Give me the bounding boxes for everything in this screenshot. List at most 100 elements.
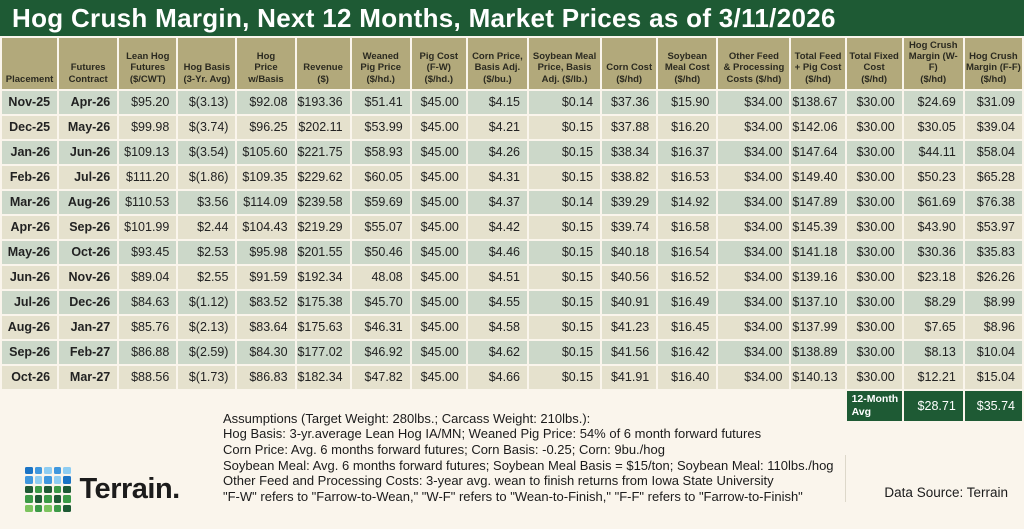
table-cell: $137.99 [791,315,845,339]
table-body: Nov-25 Apr-26 $95.20 $(3.13) $92.08 $193.36 $5… [2,90,1022,421]
table-cell: $16.20 [658,115,717,139]
table-cell: $99.98 [119,115,177,139]
table-row: Dec-25 May-26 $99.98 $(3.74) $96.25 $202.11 $5… [2,115,1022,139]
table-cell: $34.00 [718,315,790,339]
table-cell: Jun-26 [59,140,118,164]
table-cell: $(3.74) [178,115,236,139]
table-cell: $0.15 [528,115,601,139]
table-row: May-26 Oct-26 $93.45 $2.53 $95.98 $201.55 $50.… [2,240,1022,264]
table-cell: $55.07 [351,215,410,239]
table-cell: $(2.59) [178,340,236,364]
header-row: Placement Futures Contract Lean Hog Future… [2,38,1022,89]
table-cell: $201.55 [296,240,350,264]
table-cell: $239.58 [296,190,350,214]
table-cell: $39.04 [964,115,1022,139]
summary-ff-value: $35.74 [964,390,1022,421]
table-cell: $38.82 [602,165,657,189]
logo-square [25,466,33,475]
table-cell: $23.18 [903,265,963,289]
column-header: Corn Price, Basis Adj. ($/bu.) [467,38,527,89]
table-cell: $93.45 [119,240,177,264]
table-cell: $30.00 [846,165,902,189]
table-cell: Dec-25 [2,115,58,139]
table-cell: $105.60 [237,140,295,164]
summary-row: 12-Month Avg $28.71 $35.74 [2,390,1022,421]
logo-square [63,495,71,503]
table-cell: $14.92 [658,190,717,214]
table-cell: $12.21 [903,365,963,389]
logo-square [25,476,33,484]
table-cell: $4.42 [467,215,527,239]
table-cell: $229.62 [296,165,350,189]
table-cell: $91.59 [237,265,295,289]
table-cell: $193.36 [296,90,350,114]
table-cell: $(3.13) [178,90,236,114]
table-cell: $34.00 [718,365,790,389]
brand-name: Terrain. [79,473,181,506]
table-cell: $0.14 [528,190,601,214]
logo-square [44,495,52,503]
logo-square [53,495,61,503]
column-header: Soybean Meal Cost ($/hd) [658,38,717,89]
table-cell: $16.40 [658,365,717,389]
table-cell: $65.28 [964,165,1022,189]
table-cell: $96.25 [237,115,295,139]
column-header: Weaned Pig Price ($/hd.) [351,38,410,89]
table-cell: Jan-27 [59,315,118,339]
table-cell: $0.15 [528,365,601,389]
summary-wf-value: $28.71 [903,390,963,421]
assumption-line: Soybean Meal: Avg. 6 months forward futu… [223,457,834,473]
table-cell: $15.04 [964,365,1022,389]
column-header: Other Feed & Processing Costs ($/hd) [718,38,790,89]
table-cell: $(1.86) [178,165,236,189]
table-cell: Aug-26 [59,190,118,214]
table-cell: $145.39 [791,215,845,239]
table-cell: $175.38 [296,290,350,314]
table-cell: $24.69 [903,90,963,114]
table-cell: $26.26 [964,265,1022,289]
table-cell: $41.56 [602,340,657,364]
table-cell: $34.00 [718,240,790,264]
table-cell: $45.70 [351,290,410,314]
table-cell: $4.31 [467,165,527,189]
table-cell: $92.08 [237,90,295,114]
table-cell: $34.00 [718,140,790,164]
table-cell: $44.11 [903,140,963,164]
table-row: Feb-26 Jul-26 $111.20 $(1.86) $109.35 $229.62… [2,165,1022,189]
table-cell: $40.18 [602,240,657,264]
table-cell: $16.45 [658,315,717,339]
table-cell: $40.91 [602,290,657,314]
table-cell: $4.62 [467,340,527,364]
logo-square [34,485,42,494]
column-header: Revenue ($) [296,38,350,89]
brand: Terrain. [25,466,181,513]
table-cell: $34.00 [718,290,790,314]
table-cell: $114.09 [237,190,295,214]
table-cell: $139.16 [791,265,845,289]
table-cell: $4.66 [467,365,527,389]
table-cell: $0.15 [528,315,601,339]
logo-square [63,485,71,494]
table-cell: Apr-26 [59,90,118,114]
table-cell: $0.15 [528,290,601,314]
table-cell: $30.00 [846,140,902,164]
table-cell: $34.00 [718,115,790,139]
table-cell: $4.37 [467,190,527,214]
table-cell: $111.20 [119,165,177,189]
table-cell: $34.00 [718,190,790,214]
table-cell: $58.93 [351,140,410,164]
table-row: Apr-26 Sep-26 $101.99 $2.44 $104.43 $219.29 $5… [2,215,1022,239]
table-cell: $89.04 [119,265,177,289]
table-cell: $30.00 [846,290,902,314]
summary-label: 12-Month Avg [846,390,902,421]
column-header: Hog Basis (3-Yr. Avg) [178,38,236,89]
logo-square [34,495,42,503]
logo-square [34,476,42,484]
table-cell: $3.56 [178,190,236,214]
table-cell: $45.00 [411,365,466,389]
table-cell: $84.63 [119,290,177,314]
table-cell: $86.83 [237,365,295,389]
table-cell: $34.00 [718,215,790,239]
table-cell: $175.63 [296,315,350,339]
table-cell: $104.43 [237,215,295,239]
